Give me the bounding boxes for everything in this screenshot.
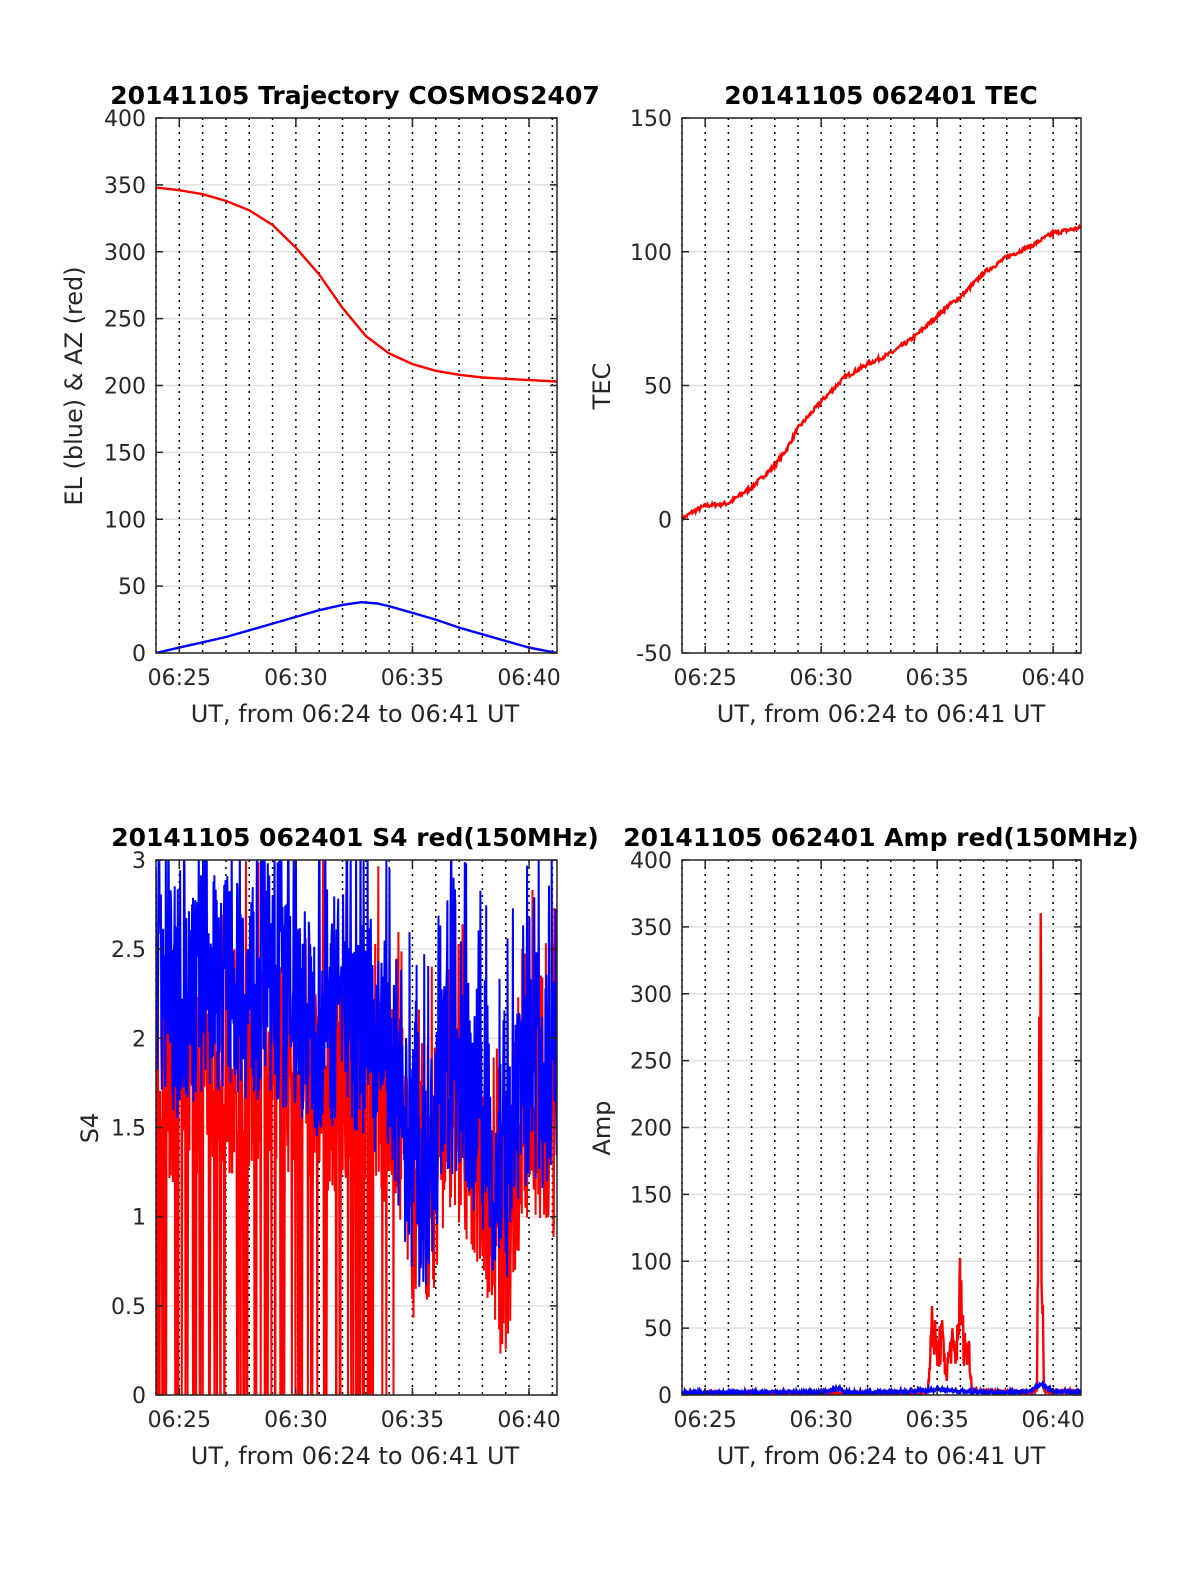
chart-title: 20141105 062401 S4 red(150MHz) — [111, 823, 599, 852]
series-line-0 — [682, 913, 1081, 1395]
y-tick-label: 0 — [132, 1384, 146, 1409]
y-tick-label: 150 — [104, 441, 146, 466]
x-tick-label: 06:30 — [264, 1408, 327, 1433]
y-tick-label: 150 — [630, 1183, 672, 1208]
y-tick-label: 250 — [104, 308, 146, 333]
x-tick-label: 06:40 — [497, 666, 560, 691]
y-tick-label: 350 — [104, 174, 146, 199]
y-tick-label: -50 — [636, 642, 672, 667]
y-axis-label: TEC — [588, 363, 616, 411]
x-tick-label: 06:25 — [148, 1408, 211, 1433]
x-tick-label: 06:35 — [381, 1408, 444, 1433]
y-tick-label: 300 — [630, 983, 672, 1008]
s4-panel: 20141105 062401 S4 red(150MHz) UT, from … — [76, 823, 599, 1470]
y-tick-label: 400 — [104, 107, 146, 132]
y-tick-label: 0 — [132, 642, 146, 667]
x-axis-label: UT, from 06:24 to 06:41 UT — [191, 700, 520, 728]
y-tick-label: 2 — [132, 1027, 146, 1052]
x-tick-label: 06:40 — [497, 1408, 560, 1433]
chart-title: 20141105 Trajectory COSMOS2407 — [110, 81, 600, 110]
y-tick-label: 350 — [630, 916, 672, 941]
series-line-0 — [682, 223, 1081, 522]
series-line-1 — [682, 1379, 1081, 1395]
series-line-0 — [156, 186, 557, 383]
x-tick-label: 06:30 — [264, 666, 327, 691]
y-tick-label: 1 — [132, 1206, 146, 1231]
y-tick-label: 100 — [630, 1250, 672, 1275]
y-tick-label: 3 — [132, 849, 146, 874]
trajectory-panel: 20141105 Trajectory COSMOS2407 UT, from … — [60, 81, 600, 728]
y-axis-label: S4 — [76, 1113, 104, 1144]
y-tick-label: 400 — [630, 849, 672, 874]
y-tick-label: 0.5 — [111, 1295, 146, 1320]
y-tick-label: 100 — [104, 508, 146, 533]
y-tick-label: 0 — [658, 508, 672, 533]
y-tick-label: 100 — [630, 241, 672, 266]
amp-panel: 20141105 062401 Amp red(150MHz) UT, from… — [588, 823, 1139, 1470]
series-line-1 — [156, 600, 557, 653]
y-tick-label: 0 — [658, 1384, 672, 1409]
y-tick-label: 50 — [118, 575, 146, 600]
x-axis-label: UT, from 06:24 to 06:41 UT — [717, 1442, 1046, 1470]
y-tick-label: 300 — [104, 241, 146, 266]
chart-title: 20141105 062401 Amp red(150MHz) — [623, 823, 1139, 852]
y-tick-label: 50 — [644, 1317, 672, 1342]
x-axis-label: UT, from 06:24 to 06:41 UT — [717, 700, 1046, 728]
x-tick-label: 06:35 — [905, 666, 968, 691]
x-tick-label: 06:40 — [1021, 1408, 1084, 1433]
x-tick-label: 06:35 — [381, 666, 444, 691]
tec-panel: 20141105 062401 TEC UT, from 06:24 to 06… — [588, 81, 1085, 728]
x-axis-label: UT, from 06:24 to 06:41 UT — [191, 1442, 520, 1470]
x-tick-label: 06:25 — [673, 1408, 736, 1433]
x-tick-label: 06:25 — [673, 666, 736, 691]
y-axis-label: EL (blue) & AZ (red) — [60, 266, 88, 505]
x-tick-label: 06:25 — [148, 666, 211, 691]
y-tick-label: 150 — [630, 107, 672, 132]
y-axis-label: Amp — [588, 1100, 616, 1155]
y-tick-label: 200 — [630, 1117, 672, 1142]
y-tick-label: 2.5 — [111, 938, 146, 963]
x-tick-label: 06:30 — [789, 666, 852, 691]
chart-title: 20141105 062401 TEC — [724, 81, 1037, 110]
x-tick-label: 06:40 — [1021, 666, 1084, 691]
series-line-1 — [156, 860, 557, 1287]
x-tick-label: 06:30 — [789, 1408, 852, 1433]
x-tick-label: 06:35 — [905, 1408, 968, 1433]
y-tick-label: 1.5 — [111, 1117, 146, 1142]
y-tick-label: 200 — [104, 375, 146, 400]
y-tick-label: 250 — [630, 1050, 672, 1075]
y-tick-label: 50 — [644, 375, 672, 400]
